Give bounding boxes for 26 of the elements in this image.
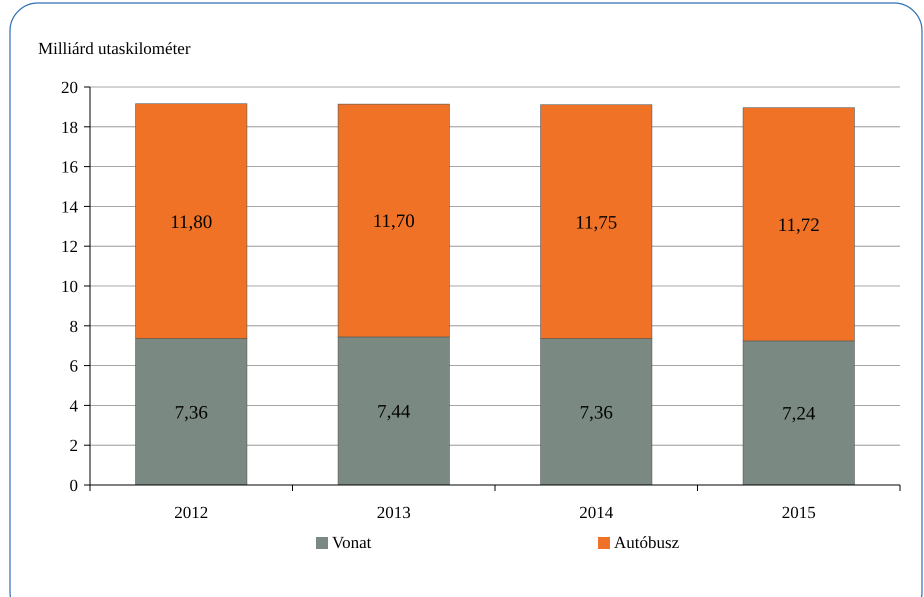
data-label: 11,75 [575,212,618,234]
y-tick-label: 14 [61,197,78,216]
x-tick-label: 2014 [579,503,614,522]
data-label: 7,36 [174,402,208,424]
x-tick-label: 2013 [376,503,411,522]
y-tick-label: 4 [70,396,78,416]
y-tick-label: 12 [61,237,78,256]
data-label: 11,72 [778,214,820,236]
data-label: 11,70 [372,211,415,232]
legend-label: Autóbusz [614,533,680,552]
y-tick-label: 0 [70,476,78,495]
y-tick-label: 20 [61,78,78,97]
x-tick-label: 2015 [782,503,816,522]
y-tick-label: 18 [61,118,78,137]
y-tick-label: 2 [70,436,78,456]
data-label: 11,80 [170,212,212,233]
y-tick-label: 6 [70,356,78,376]
data-label: 7,44 [377,402,411,423]
data-label: 7,36 [580,402,613,424]
data-label: 7,24 [782,404,816,425]
legend-label: Vonat [332,533,372,552]
y-tick-label: 16 [61,158,78,177]
y-axis-title: Milliárd utaskilométer [38,39,191,58]
y-tick-label: 8 [70,316,78,336]
x-tick-label: 2012 [174,503,208,522]
y-tick-label: 10 [61,276,78,296]
